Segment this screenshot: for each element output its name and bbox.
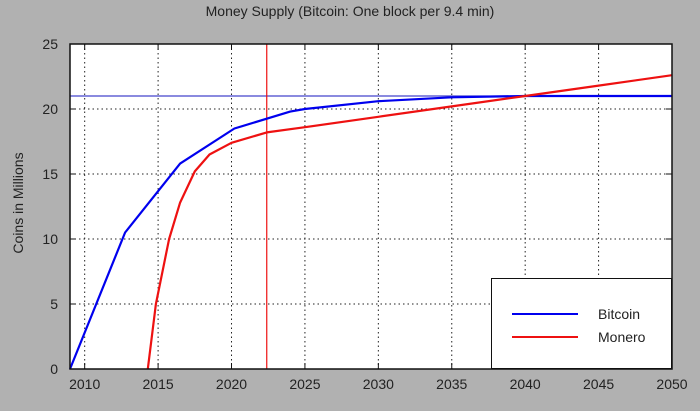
legend-item-monero: Monero bbox=[512, 327, 645, 347]
chart-title: Money Supply (Bitcoin: One block per 9.4… bbox=[205, 3, 495, 19]
y-tick-label: 15 bbox=[42, 166, 58, 182]
series-bitcoin bbox=[68, 94, 672, 370]
x-tick-label: 2040 bbox=[510, 376, 541, 392]
y-tick-label: 25 bbox=[42, 36, 58, 52]
legend-swatch-monero bbox=[512, 336, 578, 338]
plot-frame bbox=[69, 43, 673, 370]
x-tick-label: 2045 bbox=[583, 376, 614, 392]
x-tick-label: 2035 bbox=[436, 376, 467, 392]
x-axis-ticks: 2010 2015 2020 2025 2030 2035 2040 2045 2050 bbox=[69, 44, 688, 392]
y-tick-label: 20 bbox=[42, 101, 58, 117]
y-tick-label: 10 bbox=[42, 231, 58, 247]
data-series bbox=[68, 74, 673, 370]
y-tick-label: 5 bbox=[50, 296, 58, 312]
legend-label-bitcoin: Bitcoin bbox=[598, 306, 641, 322]
y-tick-label: 0 bbox=[50, 361, 58, 377]
x-tick-label: 2010 bbox=[69, 376, 100, 392]
series-monero bbox=[146, 74, 673, 370]
legend-swatch-bitcoin bbox=[512, 313, 578, 315]
legend: Bitcoin Monero bbox=[491, 278, 672, 369]
x-tick-label: 2020 bbox=[216, 376, 247, 392]
legend-item-bitcoin: Bitcoin bbox=[512, 304, 640, 324]
x-tick-label: 2050 bbox=[656, 376, 687, 392]
x-tick-label: 2025 bbox=[289, 376, 320, 392]
legend-label-monero: Monero bbox=[598, 329, 646, 345]
x-tick-label: 2030 bbox=[363, 376, 394, 392]
y-axis-ticks: 0 5 10 15 20 25 bbox=[42, 36, 672, 377]
x-tick-label: 2015 bbox=[143, 376, 174, 392]
